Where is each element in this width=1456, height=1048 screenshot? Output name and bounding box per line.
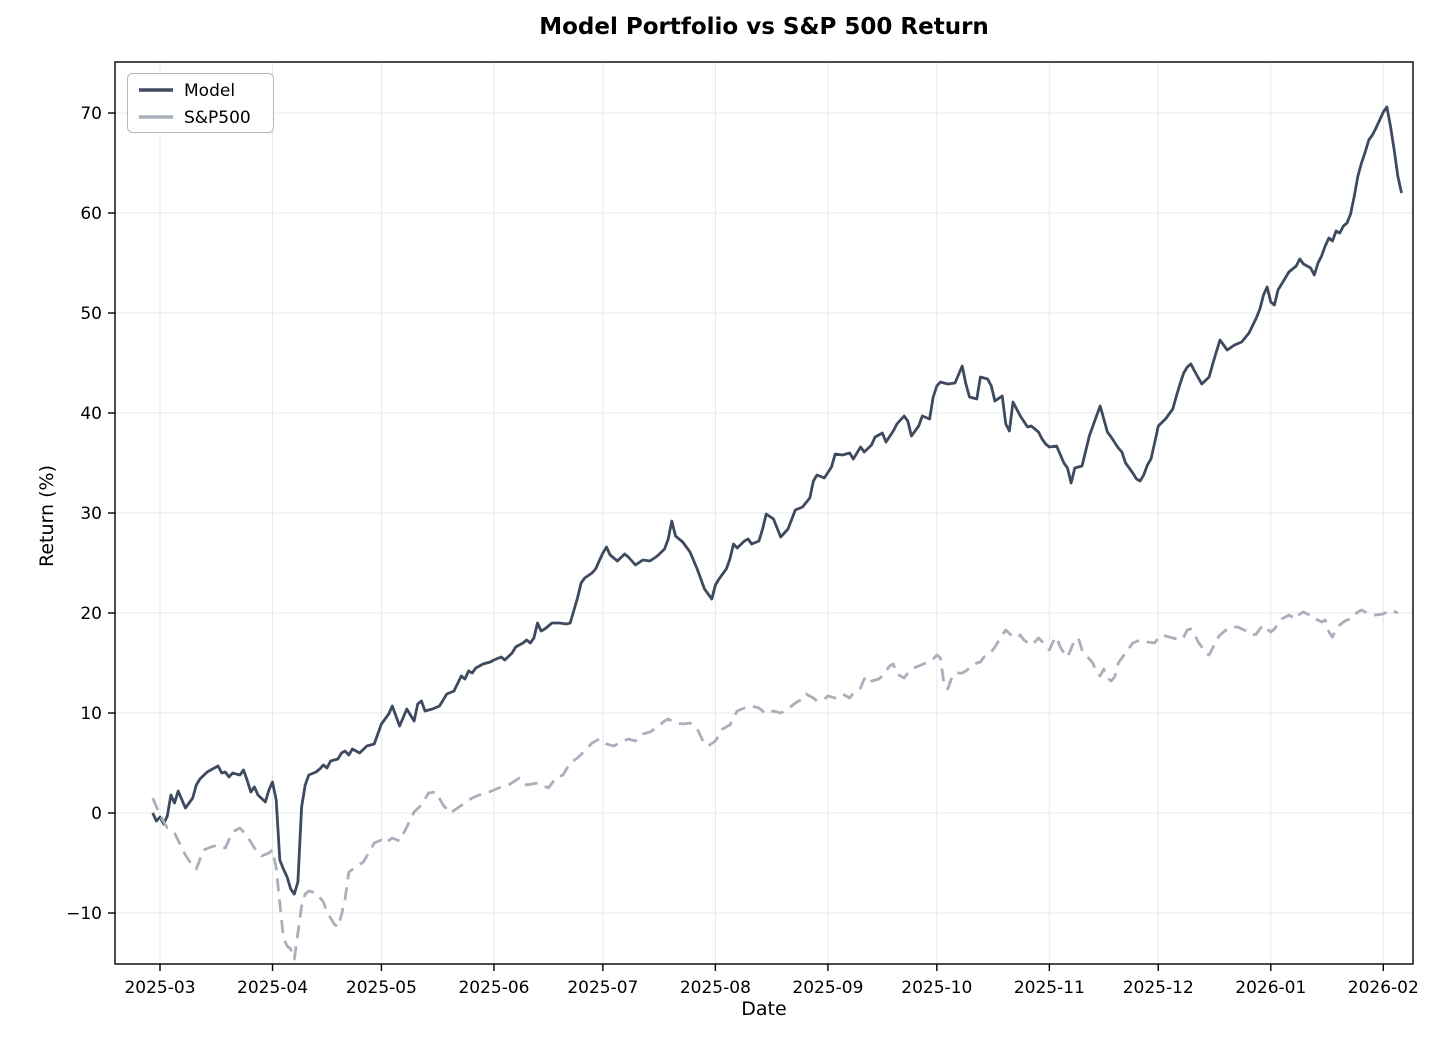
y-axis-label: Return (%) [36,465,58,567]
x-tick-label: 2025-07 [567,978,638,998]
y-tick-label: 30 [80,504,102,524]
x-tick-label: 2025-10 [901,978,972,998]
y-tick-label: 0 [91,804,102,824]
legend: Model S&P500 [127,73,274,133]
x-tick-label: 2026-01 [1235,978,1306,998]
chart-title: Model Portfolio vs S&P 500 Return [539,14,989,40]
series-line-sp500 [151,608,1399,961]
y-axis-ticks: −10 0 10 20 30 40 50 60 70 [66,104,115,924]
gridlines [115,62,1413,964]
y-tick-label: 40 [80,404,102,424]
y-tick-label: 60 [80,204,102,224]
legend-model-label: Model [184,81,235,101]
x-tick-label: 2025-12 [1123,978,1194,998]
x-tick-label: 2025-11 [1014,978,1085,998]
x-tick-label: 2025-06 [458,978,529,998]
y-tick-label: 10 [80,704,102,724]
y-tick-label: 70 [80,104,102,124]
x-tick-label: 2025-05 [346,978,417,998]
x-axis-ticks: 2025-03 2025-04 2025-05 2025-06 2025-07 2025-… [124,964,1419,998]
y-tick-label: 20 [80,604,102,624]
series-line-model [151,105,1403,896]
x-axis-label: Date [741,998,786,1020]
series-lines [151,105,1403,961]
x-tick-label: 2025-04 [237,978,308,998]
y-tick-label: −10 [66,904,102,924]
y-tick-label: 50 [80,304,102,324]
x-tick-label: 2026-02 [1348,978,1419,998]
x-tick-label: 2025-09 [792,978,863,998]
x-tick-label: 2025-03 [124,978,195,998]
legend-sp500-label: S&P500 [184,108,251,128]
x-tick-label: 2025-08 [680,978,751,998]
